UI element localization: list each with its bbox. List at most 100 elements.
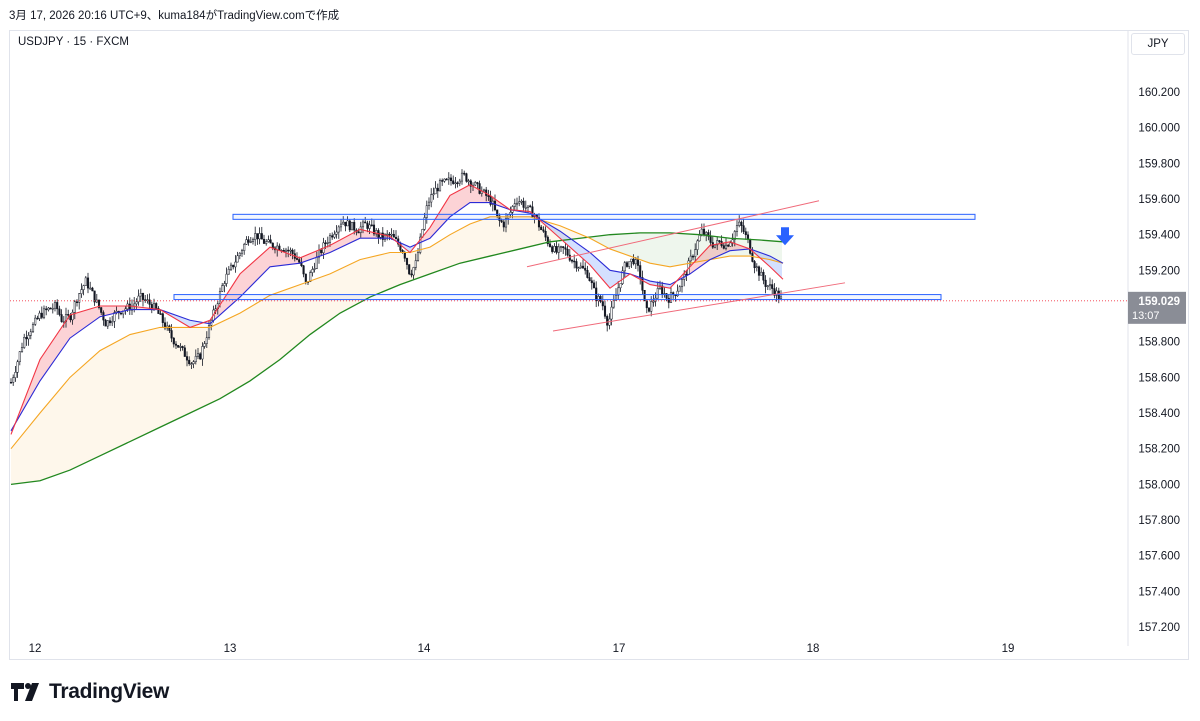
ema-cross-fill [452,192,455,216]
candle-body [170,330,173,339]
ema-trend-fill [260,299,263,374]
candle-body [304,273,307,282]
ema-trend-fill [14,441,17,484]
ema-cross-fill [437,211,440,231]
ema-trend-fill [296,284,299,347]
candle-body [342,221,345,225]
candle-body [291,249,294,254]
ema-trend-fill [515,216,518,251]
candle-body [221,285,224,292]
candle-body [14,372,17,378]
ema-trend-fill [518,216,521,250]
ema-trend-fill [602,235,605,247]
candle-body [619,283,622,289]
ema-trend-fill [68,376,71,471]
ema-trend-fill [431,244,434,274]
candle-body [148,299,151,305]
ema-cross-fill [578,243,581,257]
ema-trend-fill [143,330,146,436]
candle-body [724,244,728,249]
ema-trend-fill [461,227,464,263]
candle-body [258,233,261,240]
ema-cross-fill [122,306,125,312]
ema-cross-fill [467,184,470,205]
ema-trend-fill [65,379,68,472]
ema-trend-fill [248,306,251,383]
y-tick-label: 157.200 [1138,622,1180,634]
candle-body [392,233,395,238]
ema-trend-fill [533,217,536,246]
ema-trend-fill [314,278,317,332]
ema-trend-fill [434,242,437,273]
candle-body [91,287,94,292]
ema-cross-fill [710,244,713,260]
candle-body [23,337,26,348]
ema-cross-fill [599,260,602,279]
ema-cross-fill [239,272,242,298]
ema-trend-fill [419,249,422,278]
ema-trend-fill [182,327,185,417]
ema-trend-fill [224,319,227,397]
ema-trend-fill [242,310,245,386]
candle-body [137,295,140,303]
candle-body [764,279,767,287]
ema-cross-fill [650,281,653,286]
ema-trend-fill [680,233,683,265]
candle-body [139,292,142,297]
candle-body [430,194,433,203]
candle-body [434,187,437,195]
candle-body [612,300,615,308]
candle-body [113,312,116,322]
ema-trend-fill [164,327,167,426]
candle-body [133,303,136,307]
ema-trend-fill [770,240,773,261]
candle-body [71,312,74,321]
candle-body [722,245,725,249]
ema-cross-fill [41,353,44,380]
candle-body [31,324,35,333]
candle-countdown: 13:07 [1132,310,1160,322]
ema-cross-fill [779,261,782,279]
down-arrow-icon [776,227,794,246]
candle-body [779,296,783,299]
ema-trend-fill [17,437,20,484]
candle-body [546,236,549,245]
ema-cross-fill [593,255,596,272]
ema-trend-fill [38,411,41,482]
currency-button[interactable]: JPY [1131,33,1185,55]
candle-body [641,277,644,291]
ema-cross-fill [569,237,572,249]
candle-body [733,231,736,240]
candle-body [236,255,239,263]
ema-trend-fill [275,292,278,364]
ema-trend-fill [374,255,377,296]
ema-trend-fill [113,342,116,450]
brand[interactable]: TradingView [11,680,169,704]
ema-cross-fill [458,189,461,212]
ema-trend-fill [251,304,254,381]
ema-cross-fill [614,271,617,286]
ema-trend-fill [20,433,23,484]
ema-cross-fill [242,269,245,296]
candle-body [438,180,442,192]
ema-trend-fill [641,232,644,262]
candle-body [768,284,772,287]
candle-body [289,249,292,252]
ema-trend-fill [371,256,374,297]
ema-trend-fill [350,262,353,308]
symbol-info[interactable]: USDJPY · 15 · FXCM [18,36,129,48]
candle-body [265,241,268,244]
candle-body [381,232,384,240]
ema-trend-fill [683,233,686,265]
candle-body [364,221,367,224]
candle-body [705,232,708,235]
candle-body [694,249,697,257]
candle-body [42,308,46,318]
candle-body [628,261,631,267]
ema-trend-fill [494,216,497,256]
candle-body [232,264,235,268]
ema-trend-fill [281,290,284,359]
candle-body [394,236,398,240]
ema-trend-fill [707,235,710,261]
